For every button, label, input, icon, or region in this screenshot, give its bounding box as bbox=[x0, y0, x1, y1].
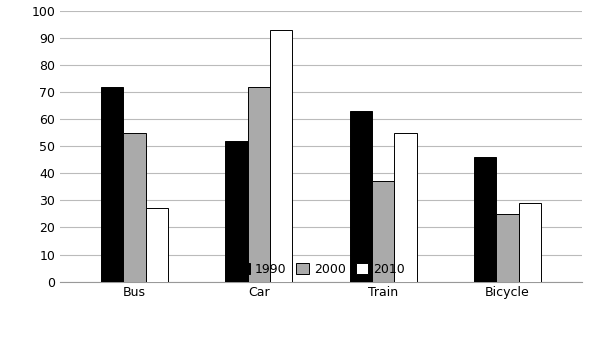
Bar bbox=[496, 214, 518, 282]
Bar bbox=[124, 133, 146, 282]
Bar bbox=[146, 209, 168, 282]
Bar bbox=[394, 133, 416, 282]
Bar bbox=[518, 203, 541, 282]
Bar bbox=[101, 87, 124, 282]
Legend: 1990, 2000, 2010: 1990, 2000, 2010 bbox=[232, 258, 410, 281]
Bar bbox=[248, 87, 270, 282]
Bar bbox=[226, 141, 248, 282]
Bar bbox=[474, 157, 496, 282]
Bar bbox=[270, 30, 292, 282]
Bar bbox=[350, 111, 372, 282]
Bar bbox=[372, 182, 394, 282]
